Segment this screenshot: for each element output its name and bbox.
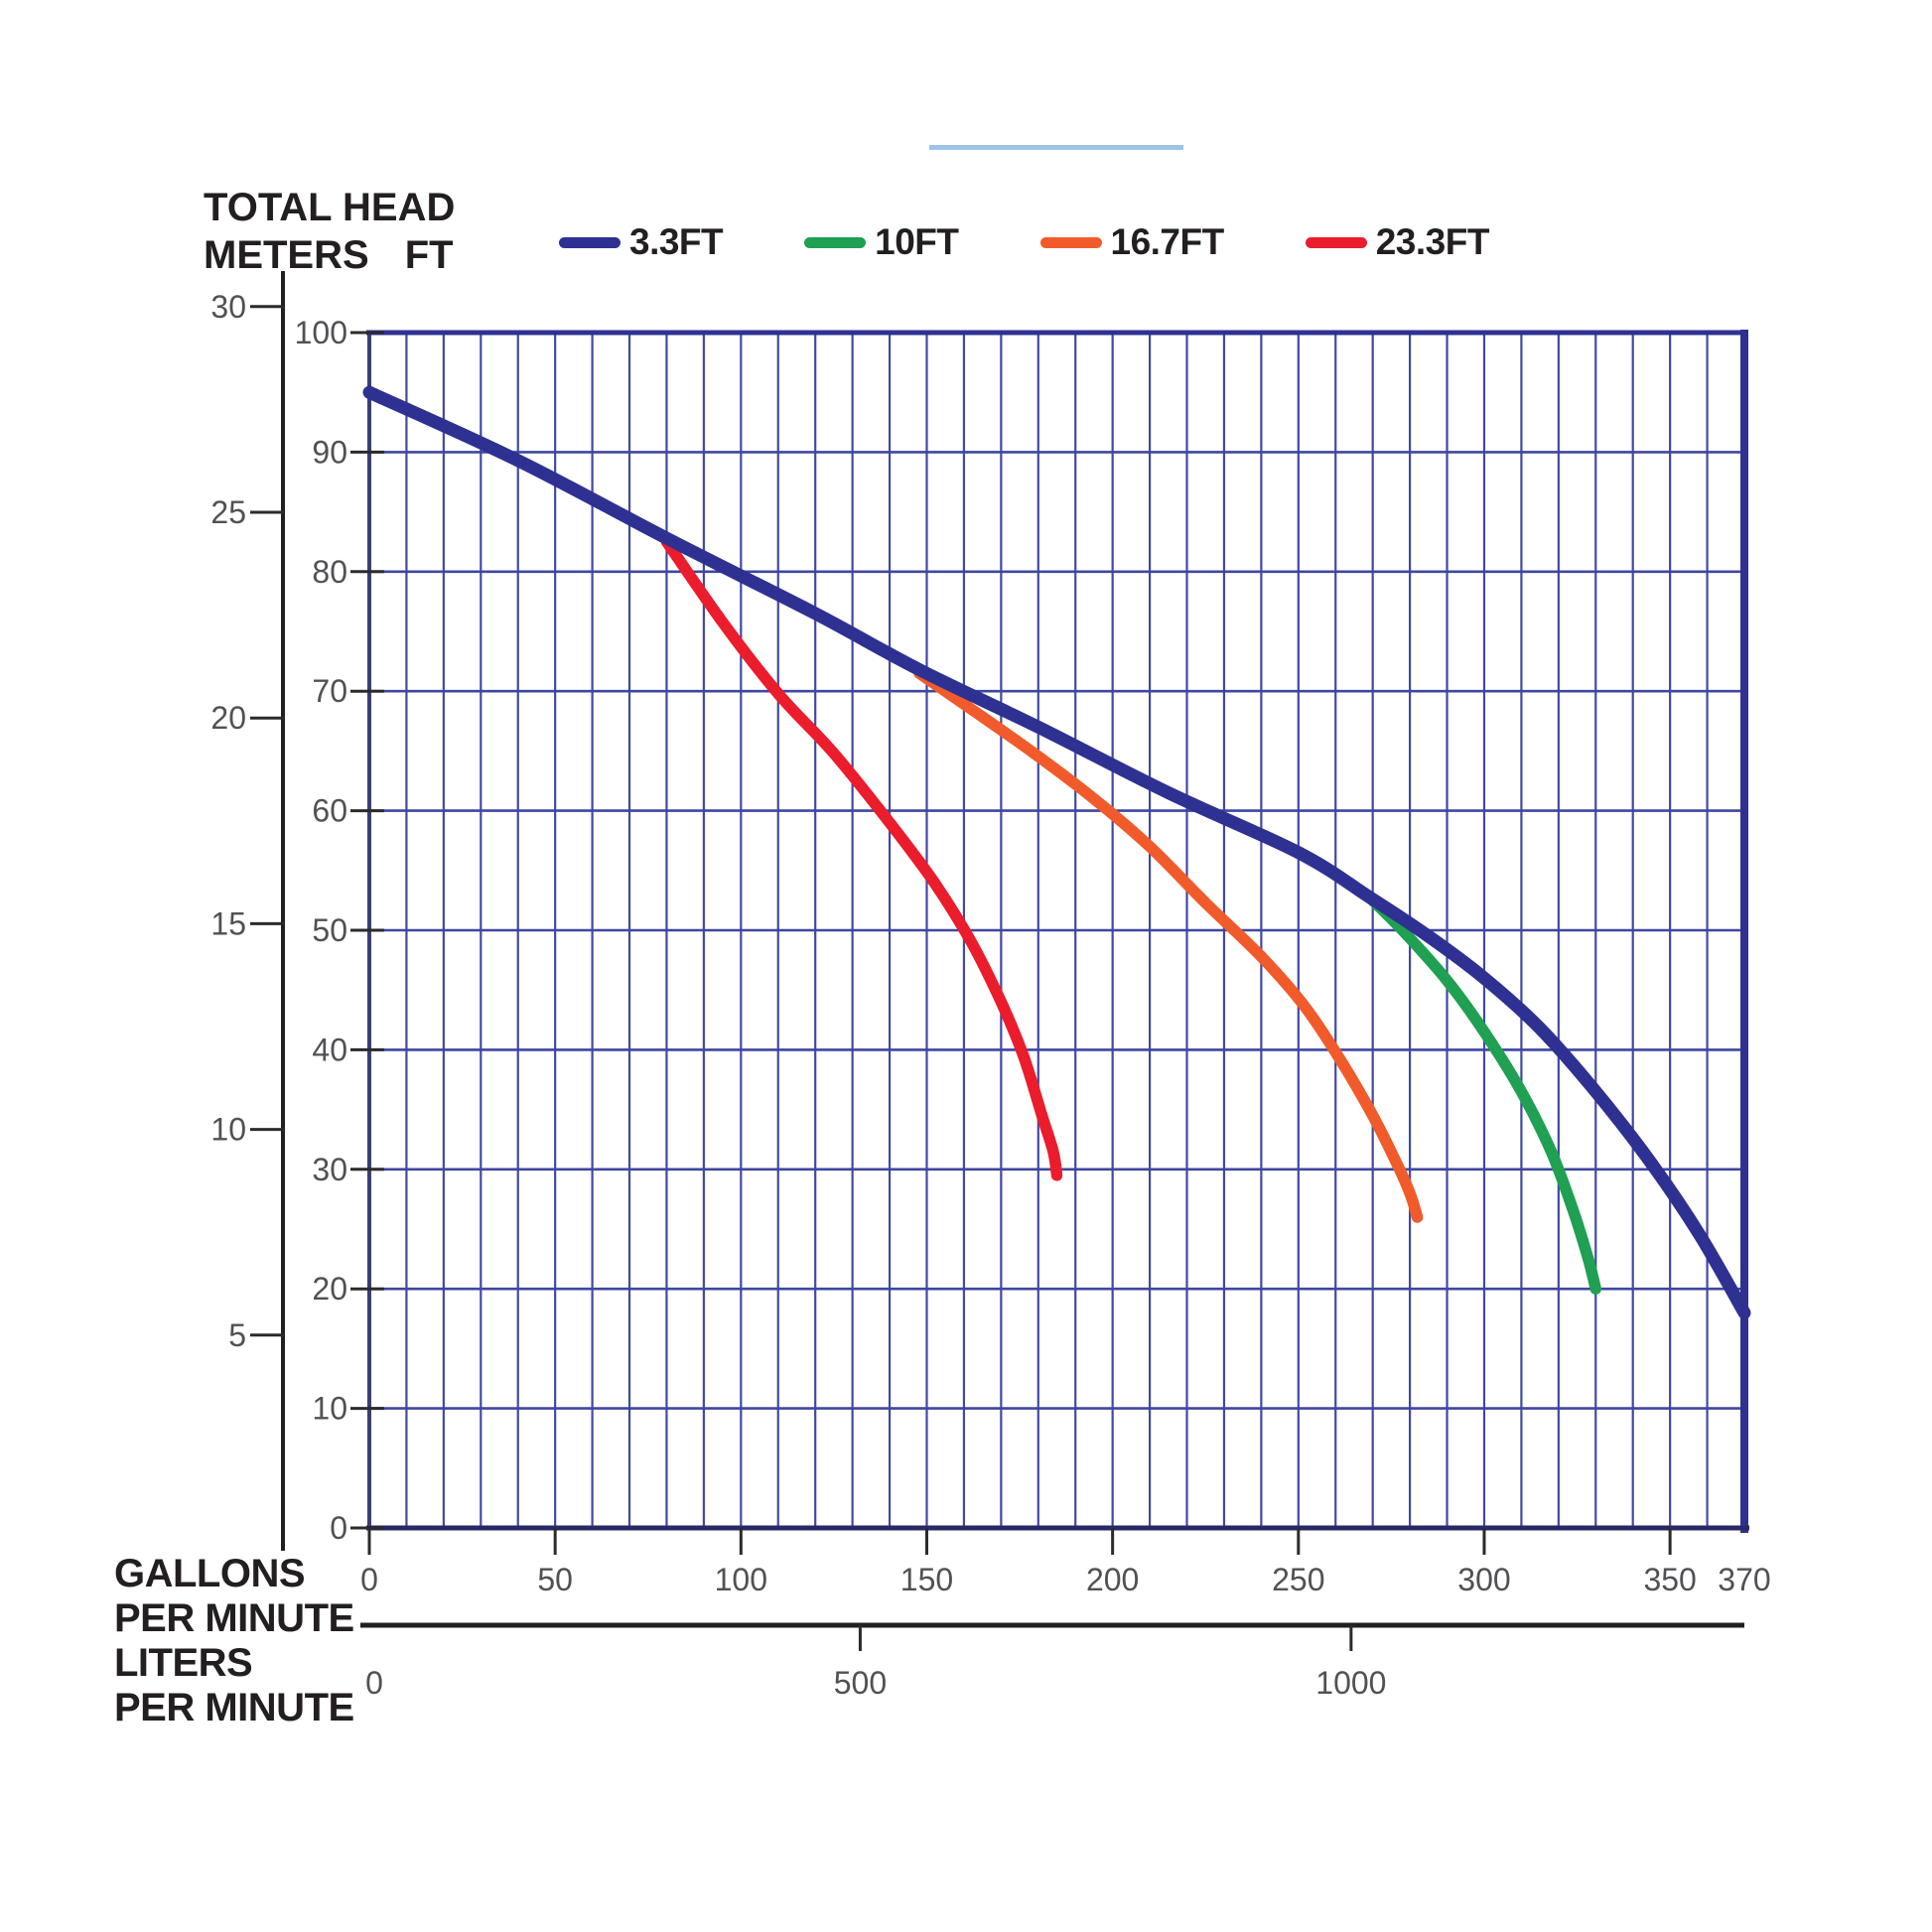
legend-item-3.3ft: 3.3FT xyxy=(559,221,724,263)
gpm-axis: 0 50 100 150 200 250 300 350 370 xyxy=(360,1528,1771,1597)
meters-axis: 5 10 15 20 25 30 xyxy=(210,271,285,1551)
meters-unit-label: METERS xyxy=(204,233,369,277)
curve-16.7ft xyxy=(913,667,1424,1223)
meters-tick-label: 5 xyxy=(228,1317,246,1353)
legend-item-23.3ft: 23.3FT xyxy=(1305,221,1490,263)
gpm-tick-label: 150 xyxy=(900,1562,953,1597)
curve-3.3ft xyxy=(362,385,1751,1319)
curve-23.3ft xyxy=(660,535,1063,1181)
legend-label: 10FT xyxy=(875,221,959,262)
gpm-tick-label: 250 xyxy=(1272,1562,1324,1597)
gpm-tick-label: 100 xyxy=(715,1562,767,1597)
gpm-tick-label: 300 xyxy=(1457,1562,1510,1597)
meters-tick-label: 20 xyxy=(210,700,246,736)
legend: 3.3FT 10FT 16.7FT 23.3FT xyxy=(559,217,1489,267)
curves xyxy=(362,385,1751,1319)
legend-label: 16.7FT xyxy=(1110,221,1225,262)
legend-swatch-icon xyxy=(1039,236,1102,248)
ft-tick-label: 90 xyxy=(312,434,347,470)
gpm-tick-label: 0 xyxy=(360,1562,378,1597)
gpm-tick-label: 370 xyxy=(1718,1562,1770,1597)
ft-tick-label: 80 xyxy=(312,554,347,590)
ft-tick-label: 70 xyxy=(312,673,347,709)
liters-caption-line1: LITERS xyxy=(114,1641,253,1685)
gpm-tick-label: 350 xyxy=(1643,1562,1696,1597)
y-axis-title: TOTAL HEAD METERS FT xyxy=(204,184,455,279)
ft-unit-label: FT xyxy=(404,233,454,277)
lpm-tick-label: 1000 xyxy=(1315,1665,1386,1701)
legend-label: 23.3FT xyxy=(1375,221,1490,262)
ft-tick-label: 0 xyxy=(330,1510,347,1546)
gpm-tick-label: 50 xyxy=(537,1562,573,1597)
gallons-caption-line1: GALLONS xyxy=(114,1552,306,1595)
grid xyxy=(369,333,1744,1528)
ft-axis: 0 10 20 30 40 50 60 70 80 90 100 xyxy=(295,315,384,1546)
meters-tick-label: 10 xyxy=(210,1112,246,1148)
ft-tick-label: 40 xyxy=(312,1032,347,1067)
liters-caption-line2: PER MINUTE xyxy=(114,1686,354,1729)
curve-10ft xyxy=(1363,891,1602,1295)
lpm-axis: 0 500 1000 xyxy=(360,1622,1744,1701)
legend-item-10ft: 10FT xyxy=(804,221,959,263)
lpm-tick-label: 500 xyxy=(834,1665,887,1701)
total-head-title: TOTAL HEAD xyxy=(204,186,456,229)
ft-tick-label: 20 xyxy=(312,1271,347,1307)
meters-tick-label: 15 xyxy=(210,905,246,941)
legend-swatch-icon xyxy=(1305,236,1367,248)
legend-label: 3.3FT xyxy=(629,221,724,262)
meters-tick-label: 30 xyxy=(210,289,246,325)
x-axis-caption: GALLONS PER MINUTE LITERS PER MINUTE xyxy=(114,1552,354,1730)
gallons-caption-line2: PER MINUTE xyxy=(114,1596,354,1640)
legend-item-16.7ft: 16.7FT xyxy=(1039,221,1225,263)
lpm-tick-label: 0 xyxy=(365,1665,383,1701)
legend-swatch-icon xyxy=(804,236,867,248)
legend-swatch-icon xyxy=(559,236,621,248)
highlight-line xyxy=(929,145,1183,150)
meters-tick-label: 25 xyxy=(210,494,246,530)
ft-tick-label: 10 xyxy=(312,1391,347,1427)
gpm-tick-label: 200 xyxy=(1086,1562,1139,1597)
ft-tick-label: 50 xyxy=(312,912,347,948)
ft-tick-label: 60 xyxy=(312,793,347,829)
ft-tick-label: 30 xyxy=(312,1152,347,1187)
ft-tick-label: 100 xyxy=(295,315,347,350)
